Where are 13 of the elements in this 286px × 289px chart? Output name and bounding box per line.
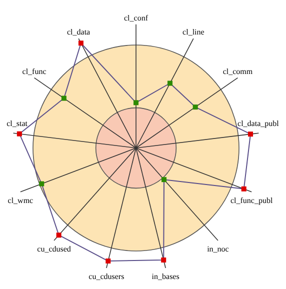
spoke-label: cl_line — [182, 28, 205, 37]
spoke-label: cu_cdusers — [88, 272, 124, 282]
spoke-label: in_bases — [152, 272, 180, 282]
spoke-label: cl_comm — [222, 66, 254, 76]
spoke-label: cl_func_publ — [230, 196, 274, 205]
spoke-label: cu_cdused — [37, 244, 71, 254]
spoke-label: cl_data — [67, 28, 91, 37]
spoke-label: cl_conf — [124, 13, 148, 22]
spoke-label: in_noc — [207, 244, 230, 254]
spoke-label: cl_stat — [6, 119, 28, 128]
spoke-label: cl_func — [22, 66, 47, 76]
spoke-label: cl_wmc — [8, 196, 34, 205]
spoke-label: cl_data_publ — [238, 119, 280, 128]
